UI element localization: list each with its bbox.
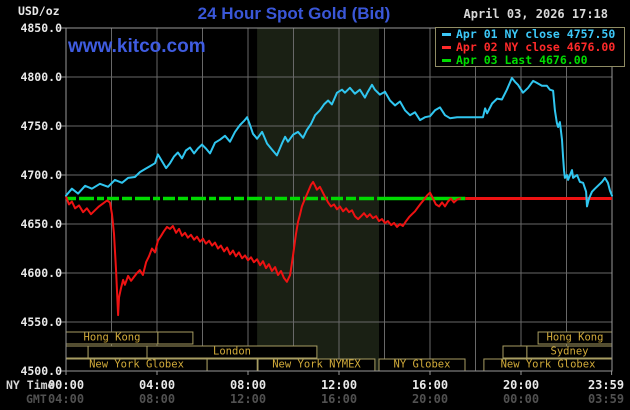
kitco-watermark-link[interactable]: www.kitco.com — [68, 36, 206, 57]
y-axis-units-label: USD/oz — [18, 4, 60, 18]
legend-dash-icon — [442, 33, 451, 36]
chart-title: 24 Hour Spot Gold (Bid) — [197, 4, 391, 23]
legend-item-apr03: Apr 03 Last 4676.00 — [442, 54, 624, 67]
legend-label: Apr 02 NY close 4676.00 — [456, 40, 616, 54]
session-label: New York NYMEX — [272, 359, 361, 371]
svg-text:20:00: 20:00 — [412, 392, 448, 406]
ny-time-axis-label: NY Time — [6, 378, 55, 392]
svg-text:12:00: 12:00 — [230, 392, 266, 406]
svg-text:20:00: 20:00 — [503, 378, 539, 392]
svg-text:04:00: 04:00 — [139, 378, 175, 392]
svg-text:4500.0: 4500.0 — [20, 364, 62, 378]
x-axis-labels: 00:0004:0004:0008:0008:0012:0012:0016:00… — [48, 378, 624, 406]
current-day-trace — [65, 180, 461, 317]
chart-datetime: April 03, 2026 17:18 — [463, 7, 609, 21]
session-label: New York Globex — [89, 359, 184, 371]
session-box — [65, 345, 89, 359]
svg-text:08:00: 08:00 — [230, 378, 266, 392]
svg-text:04:00: 04:00 — [48, 392, 84, 406]
svg-text:23:59: 23:59 — [588, 378, 624, 392]
svg-text:12:00: 12:00 — [321, 378, 357, 392]
session-box — [146, 345, 318, 359]
legend-dash-icon — [442, 59, 451, 62]
axis-ticks — [61, 27, 613, 375]
session-label: NY Globex — [394, 359, 451, 371]
previous-day-trace — [65, 77, 613, 208]
legend-dash-icon — [442, 46, 451, 49]
session-label: Hong Kong — [547, 332, 604, 344]
svg-text:00:00: 00:00 — [48, 378, 84, 392]
session-label: London — [213, 346, 251, 358]
svg-text:4650.0: 4650.0 — [20, 217, 62, 231]
session-label: Sydney — [551, 346, 589, 358]
legend-label: Apr 01 NY close 4757.50 — [456, 27, 616, 41]
session-box — [157, 331, 194, 345]
svg-text:16:00: 16:00 — [321, 392, 357, 406]
svg-text:4550.0: 4550.0 — [20, 315, 62, 329]
svg-text:4800.0: 4800.0 — [20, 70, 62, 84]
session-label: Hong Kong — [84, 332, 141, 344]
svg-text:4750.0: 4750.0 — [20, 119, 62, 133]
svg-text:4850.0: 4850.0 — [20, 21, 62, 35]
svg-text:00:00: 00:00 — [503, 392, 539, 406]
legend-label: Apr 03 Last 4676.00 — [456, 53, 588, 67]
legend-item-apr02: Apr 02 NY close 4676.00 — [442, 41, 624, 54]
svg-text:08:00: 08:00 — [139, 392, 175, 406]
session-box — [206, 358, 258, 372]
session-box — [87, 345, 148, 359]
session-box — [502, 345, 528, 359]
legend-item-apr01: Apr 01 NY close 4757.50 — [442, 28, 624, 41]
svg-text:16:00: 16:00 — [412, 378, 448, 392]
y-axis-labels: 4850.0 4800.0 4750.0 4700.0 4650.0 4600.0 4550… — [20, 21, 62, 378]
svg-text:4600.0: 4600.0 — [20, 266, 62, 280]
svg-text:4700.0: 4700.0 — [20, 168, 62, 182]
svg-text:03:59: 03:59 — [588, 392, 624, 406]
session-label: New York Globex — [501, 359, 596, 371]
legend-box: Apr 01 NY close 4757.50 Apr 02 NY close … — [435, 27, 625, 67]
gmt-axis-label: GMT — [26, 392, 47, 406]
